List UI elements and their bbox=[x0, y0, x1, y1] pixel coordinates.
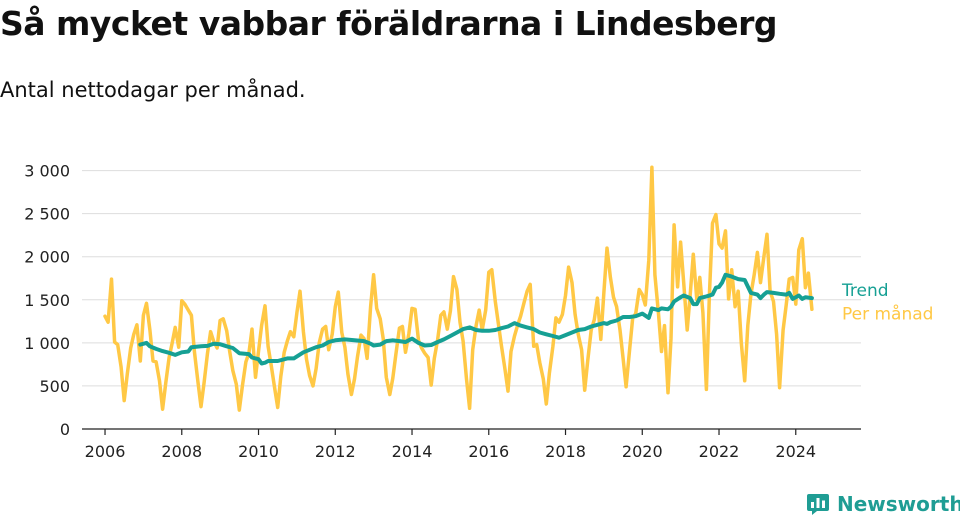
series-lines bbox=[103, 165, 814, 412]
y-tick-label: 2 000 bbox=[24, 248, 70, 267]
x-tick-label: 2020 bbox=[622, 442, 663, 461]
brand-name: Newsworthy bbox=[837, 492, 960, 516]
x-tick-label: 2008 bbox=[161, 442, 202, 461]
x-axis-ticks: 2006 2008 2010 2012 2014 2016 2018 2020 2022 2024 bbox=[85, 429, 816, 461]
page-subtitle: Antal nettodagar per månad. bbox=[0, 78, 306, 102]
y-tick-label: 1 000 bbox=[24, 334, 70, 353]
x-tick-label: 2022 bbox=[699, 442, 740, 461]
x-tick-label: 2010 bbox=[238, 442, 279, 461]
x-tick-label: 2006 bbox=[85, 442, 126, 461]
series-line-1 bbox=[138, 272, 814, 366]
y-tick-label: 2 500 bbox=[24, 205, 70, 224]
x-tick-label: 2018 bbox=[545, 442, 586, 461]
x-tick-label: 2016 bbox=[468, 442, 509, 461]
series-line-0 bbox=[103, 165, 814, 412]
series-label-0: Per månad bbox=[842, 303, 933, 324]
series-label-1: Trend bbox=[841, 281, 889, 301]
brand: Newsworthy bbox=[806, 489, 960, 519]
page-title: Så mycket vabbar föräldrarna i Lindesber… bbox=[0, 4, 778, 43]
y-tick-label: 0 bbox=[60, 420, 70, 439]
y-tick-label: 1 500 bbox=[24, 291, 70, 310]
y-tick-label: 500 bbox=[39, 377, 70, 396]
y-axis-labels: 0 500 1 000 1 500 2 000 2 500 3 000 bbox=[24, 162, 70, 439]
newsworthy-logo-icon bbox=[807, 494, 829, 515]
x-tick-label: 2012 bbox=[315, 442, 356, 461]
y-tick-label: 3 000 bbox=[24, 162, 70, 181]
x-tick-label: 2014 bbox=[392, 442, 433, 461]
x-tick-label: 2024 bbox=[775, 442, 816, 461]
